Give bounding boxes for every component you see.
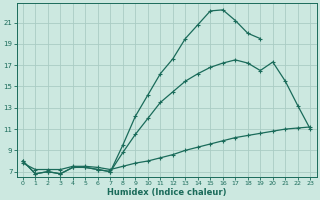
- X-axis label: Humidex (Indice chaleur): Humidex (Indice chaleur): [107, 188, 226, 197]
